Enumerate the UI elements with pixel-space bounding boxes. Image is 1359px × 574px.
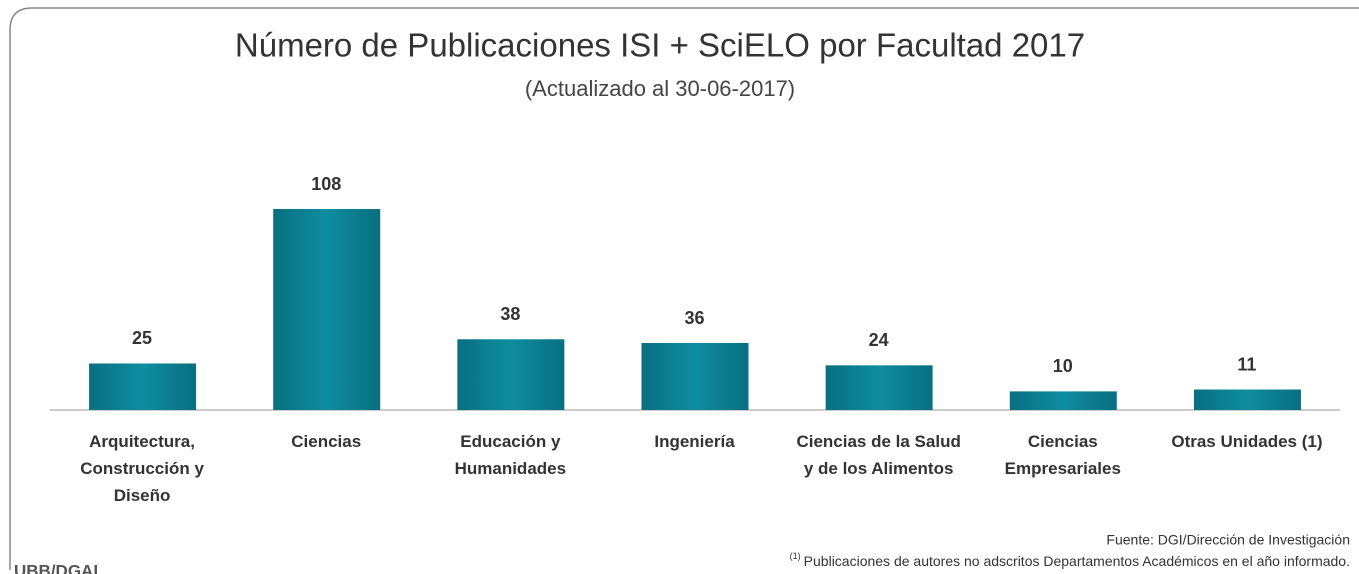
bar <box>825 365 933 410</box>
value-label: 10 <box>1053 356 1073 376</box>
value-label: 108 <box>311 174 341 194</box>
value-label: 25 <box>132 328 152 348</box>
chart-title: Número de Publicaciones ISI + SciELO por… <box>235 27 1085 64</box>
bar <box>1193 389 1301 410</box>
x-tick-label: Ciencias <box>291 432 362 451</box>
chart-subtitle: (Actualizado al 30-06-2017) <box>525 76 795 101</box>
value-label: 24 <box>869 330 889 350</box>
footnote-marker: (1) <box>790 551 801 561</box>
bar <box>457 339 565 410</box>
logo-text: UBB/DGAI <box>14 561 98 574</box>
x-tick-label: Arquitectura, Construcción y Diseño <box>80 432 204 505</box>
x-tick-label: Ingeniería <box>654 432 735 451</box>
value-label: 11 <box>1237 354 1256 374</box>
x-tick-label: Otras Unidades (1) <box>1171 432 1323 451</box>
footnote: (1) Publicaciones de autores no adscritos… <box>790 551 1350 568</box>
x-tick-label: Ciencias de la Salud y de los Alimentos <box>796 432 961 478</box>
frame <box>9 7 1359 570</box>
footnote-text: Publicaciones de autores no adscritos De… <box>804 553 1350 569</box>
bar <box>1009 391 1117 410</box>
bar <box>89 363 197 410</box>
bar <box>273 209 381 410</box>
x-tick-label: Educación y Humanidades <box>454 432 567 478</box>
source: Fuente: DGI/Dirección de Investigación <box>1106 532 1350 548</box>
x-tick-label: Ciencias Empresariales <box>1004 432 1121 478</box>
bar <box>641 343 749 410</box>
value-label: 38 <box>500 304 520 324</box>
value-label: 36 <box>684 308 704 328</box>
